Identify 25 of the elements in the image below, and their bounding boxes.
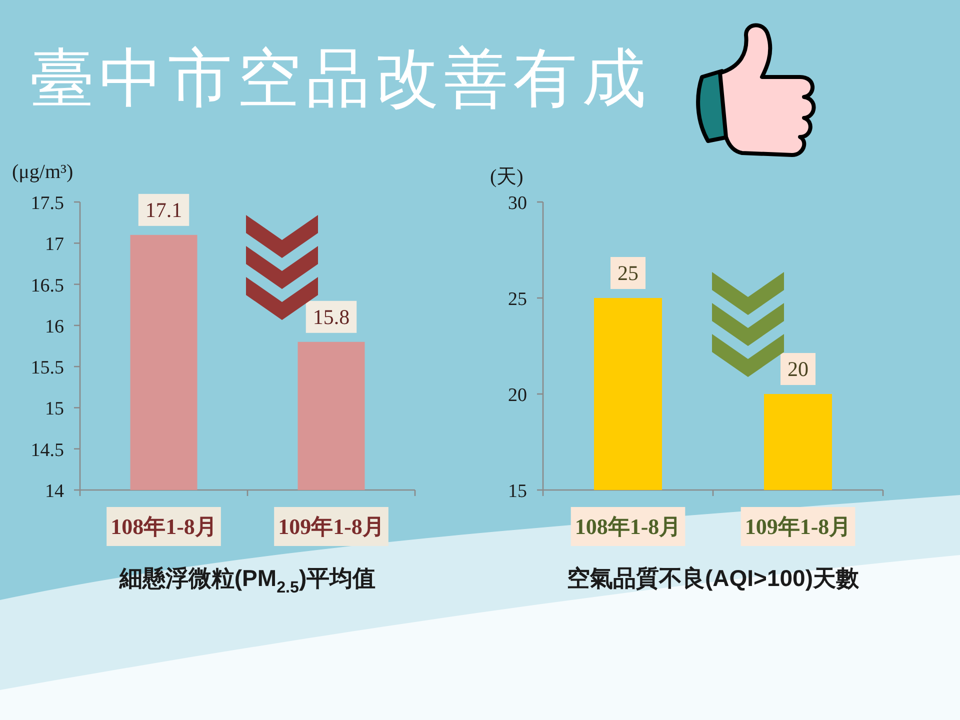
y-tick-label: 15 bbox=[45, 398, 64, 420]
y-axis-title: (μg/m³) bbox=[12, 161, 74, 183]
data-label: 15.8 bbox=[312, 304, 350, 329]
y-tick-label: 17 bbox=[45, 234, 64, 256]
y-tick-label: 25 bbox=[508, 289, 527, 310]
data-label: 25 bbox=[618, 261, 638, 285]
x-tick-label: 108年1-8月 bbox=[574, 514, 682, 539]
y-tick-label: 20 bbox=[508, 385, 527, 406]
y-axis-title: (天) bbox=[490, 166, 524, 188]
y-tick-label: 16 bbox=[45, 316, 64, 338]
y-tick-label: 15 bbox=[508, 481, 527, 502]
y-tick-label: 16.5 bbox=[30, 275, 64, 296]
x-axis-title: 細懸浮微粒(PM$_{2.5}$)平均值 bbox=[118, 565, 376, 596]
y-tick-label: 14.5 bbox=[30, 440, 64, 461]
x-tick-label: 108年1-8月 bbox=[110, 514, 217, 539]
x-tick-label: 109年1-8月 bbox=[744, 514, 852, 539]
y-tick-label: 15.5 bbox=[30, 358, 64, 379]
data-label: 20 bbox=[788, 357, 808, 381]
data-label: 17.1 bbox=[145, 198, 182, 222]
y-tick-label: 17.5 bbox=[30, 193, 64, 214]
text: 臺中市空品改善有成 bbox=[30, 43, 651, 114]
x-axis-title: 空氣品質不良(AQI>100)天數 bbox=[566, 565, 860, 591]
y-tick-label: 14 bbox=[45, 481, 64, 502]
y-tick-label: 30 bbox=[508, 193, 527, 214]
x-tick-label: 109年1-8月 bbox=[278, 514, 384, 539]
